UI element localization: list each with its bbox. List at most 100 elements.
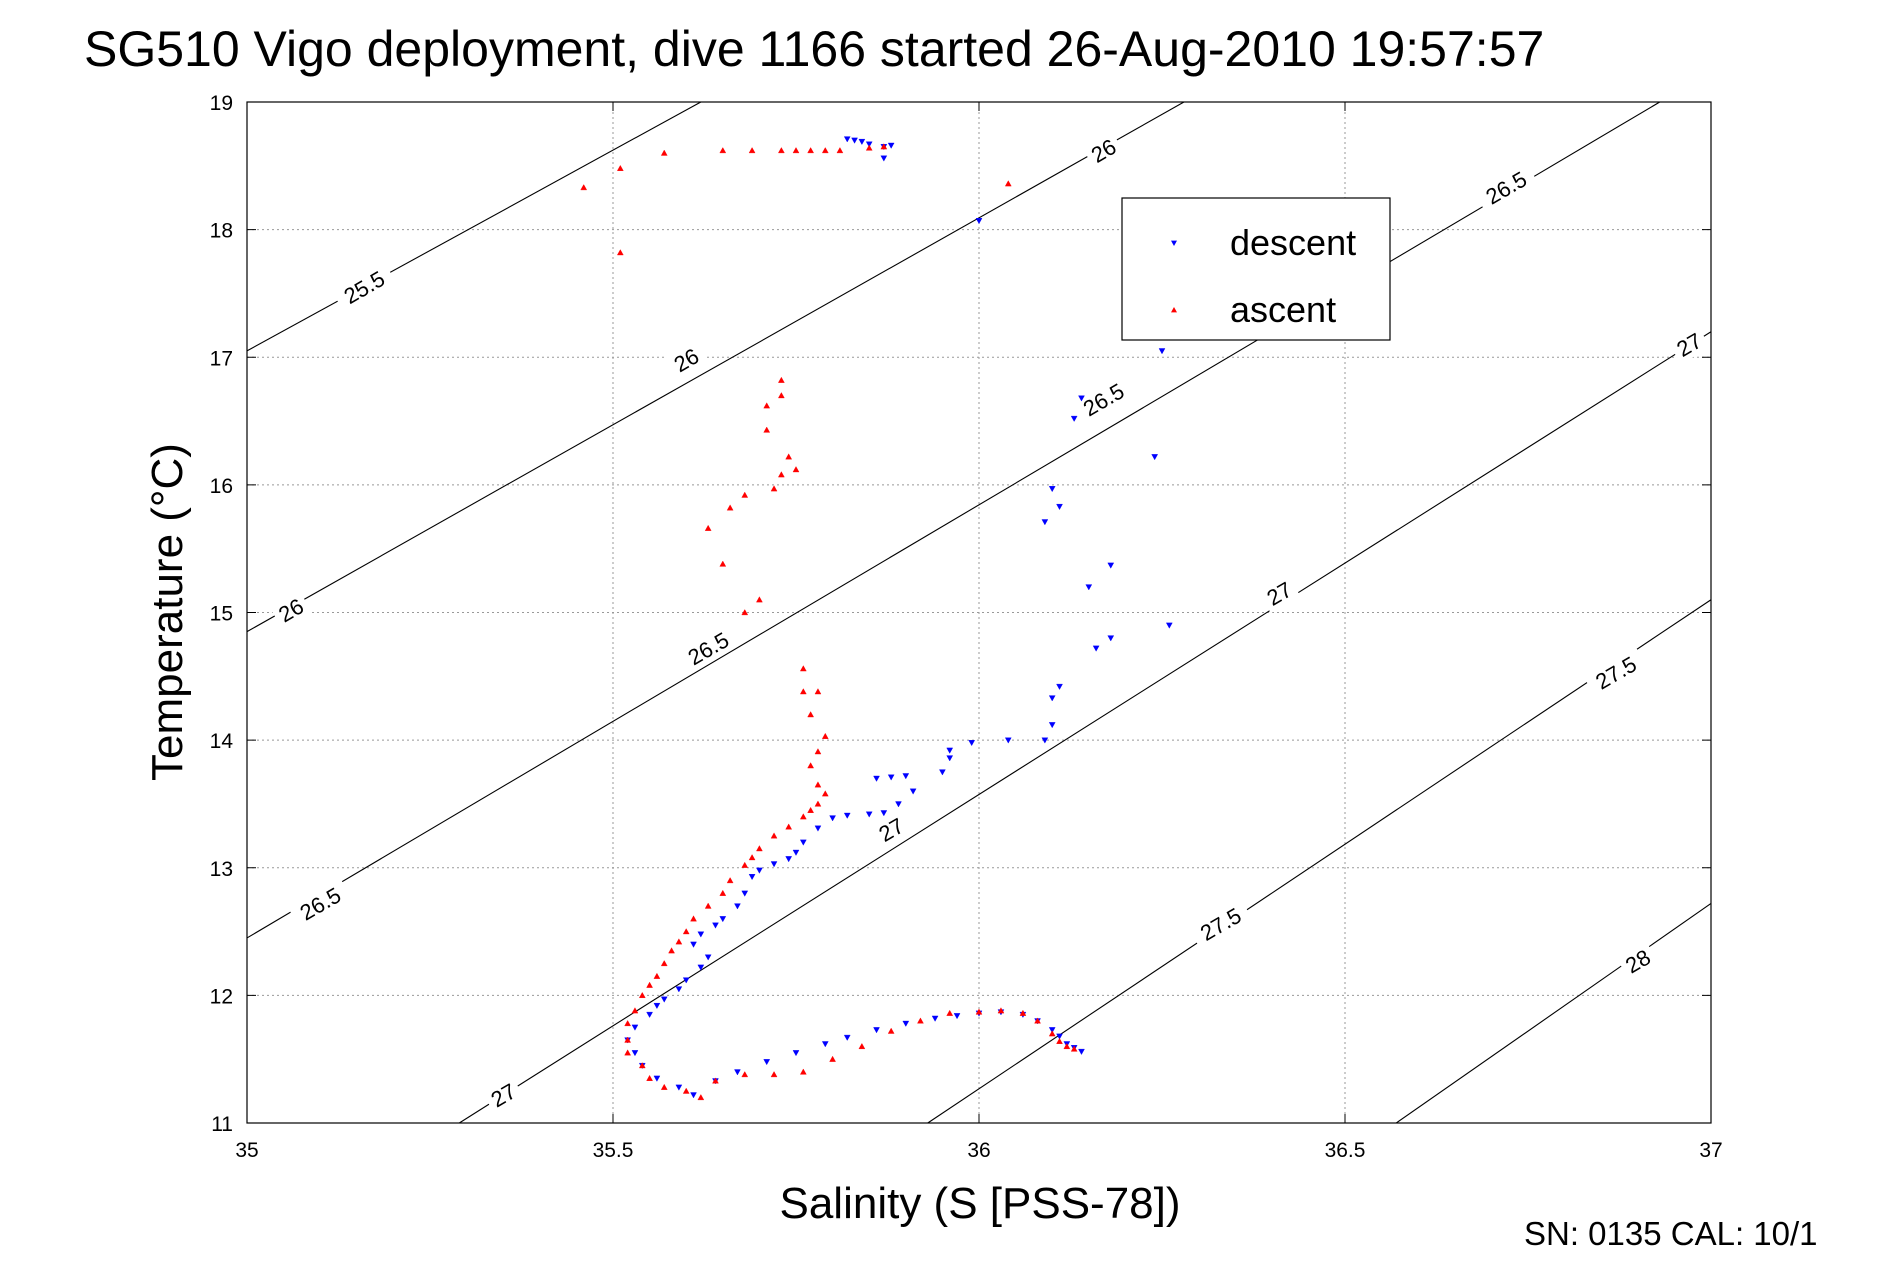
legend-marker-ascent xyxy=(1171,307,1177,313)
y-tick-label: 11 xyxy=(211,1113,233,1136)
ascent-point xyxy=(807,806,814,813)
descent-point xyxy=(887,142,895,149)
descent-point xyxy=(968,740,976,747)
ascent-point xyxy=(697,1094,705,1101)
ascent-point xyxy=(770,832,778,839)
y-tick-label: 19 xyxy=(210,92,233,115)
descent-point xyxy=(690,941,697,948)
contour-label-bg xyxy=(664,340,708,380)
ascent-point xyxy=(814,781,822,788)
ascent-point xyxy=(799,665,807,672)
ascent-point xyxy=(726,504,734,511)
descent-point xyxy=(873,1027,880,1034)
descent-point xyxy=(843,1034,851,1041)
x-tick-label: 37 xyxy=(1699,1139,1722,1162)
descent-point xyxy=(1048,722,1056,729)
descent-point xyxy=(1085,584,1093,591)
ascent-point xyxy=(770,1071,778,1078)
descent-point xyxy=(682,977,690,984)
descent-point xyxy=(785,856,793,863)
descent-point xyxy=(843,136,851,143)
ascent-point xyxy=(1004,180,1012,187)
x-tick-label: 36 xyxy=(967,1139,990,1162)
descent-point xyxy=(763,1059,771,1066)
ascent-point xyxy=(624,1020,631,1027)
ascent-point xyxy=(682,928,690,935)
descent-point xyxy=(756,867,763,874)
contour-label-bg xyxy=(675,621,741,675)
ascent-point xyxy=(821,790,829,797)
descent-point xyxy=(1041,519,1049,526)
ascent-point xyxy=(726,877,734,884)
ascent-point xyxy=(741,861,749,868)
ascent-point xyxy=(858,1043,866,1050)
ascent-point xyxy=(778,471,785,478)
ascent-point xyxy=(778,376,785,383)
descent-point xyxy=(1041,737,1049,744)
x-tick-label: 36.5 xyxy=(1325,1139,1366,1162)
descent-point xyxy=(946,755,954,762)
descent-point xyxy=(675,1084,683,1091)
y-tick-label: 14 xyxy=(210,730,234,753)
ascent-point xyxy=(741,491,749,498)
descent-point xyxy=(1151,454,1159,461)
descent-point xyxy=(1048,695,1056,702)
ascent-point xyxy=(616,249,624,256)
legend-marker-descent xyxy=(1171,240,1177,246)
ascent-point xyxy=(660,149,668,156)
descent-point xyxy=(719,916,727,923)
ascent-point xyxy=(1048,1030,1056,1037)
descent-point xyxy=(1048,1027,1056,1034)
ascent-point xyxy=(814,688,822,695)
contour-label-bg xyxy=(1667,324,1711,365)
descent-point xyxy=(902,773,910,780)
descent-point xyxy=(1070,415,1078,422)
ascent-point xyxy=(712,1077,719,1084)
ascent-point xyxy=(704,524,712,531)
ascent-point xyxy=(821,147,829,154)
descent-point xyxy=(880,810,888,817)
ascent-point xyxy=(624,1036,631,1043)
contour-label-bg xyxy=(481,1075,525,1115)
legend: descent ascent xyxy=(1121,197,1391,341)
descent-point xyxy=(843,812,851,819)
ascent-point xyxy=(946,1009,954,1016)
ascent-point xyxy=(975,1008,983,1015)
descent-point xyxy=(1165,622,1173,629)
ascent-point xyxy=(785,453,793,460)
density-contour-28 xyxy=(1395,903,1712,1124)
descent-point xyxy=(631,1050,639,1057)
descent-point xyxy=(660,996,668,1003)
ascent-point xyxy=(829,1055,836,1062)
descent-point xyxy=(770,861,778,868)
descent-point xyxy=(909,788,917,795)
ascent-point xyxy=(719,147,727,154)
contour-label-bg xyxy=(331,260,397,314)
ascent-point xyxy=(821,732,829,739)
ascent-point xyxy=(792,466,800,473)
ascent-point xyxy=(887,1027,895,1034)
descent-point xyxy=(931,1015,939,1022)
descent-point xyxy=(704,954,712,961)
descent-point xyxy=(814,825,822,832)
ascent-point xyxy=(763,426,771,433)
ascent-point xyxy=(638,991,646,998)
descent-point xyxy=(1158,348,1166,355)
ascent-point xyxy=(682,1087,690,1094)
ascent-point xyxy=(741,609,749,616)
ascent-point xyxy=(785,823,793,830)
ascent-point xyxy=(799,688,807,695)
ascent-point xyxy=(997,1007,1005,1014)
ascent-point xyxy=(770,485,778,492)
descent-point xyxy=(858,138,866,145)
y-tick-label: 18 xyxy=(210,220,233,243)
ascent-point xyxy=(1034,1017,1041,1024)
y-tick-label: 17 xyxy=(210,347,233,370)
ascent-point xyxy=(865,144,873,151)
y-axis-label: Temperature (°C) xyxy=(143,443,192,781)
density-contours xyxy=(246,101,1712,1124)
descent-point xyxy=(741,890,749,897)
ascent-point xyxy=(763,402,771,409)
contour-label-bg xyxy=(269,590,313,630)
descent-point xyxy=(946,747,954,754)
